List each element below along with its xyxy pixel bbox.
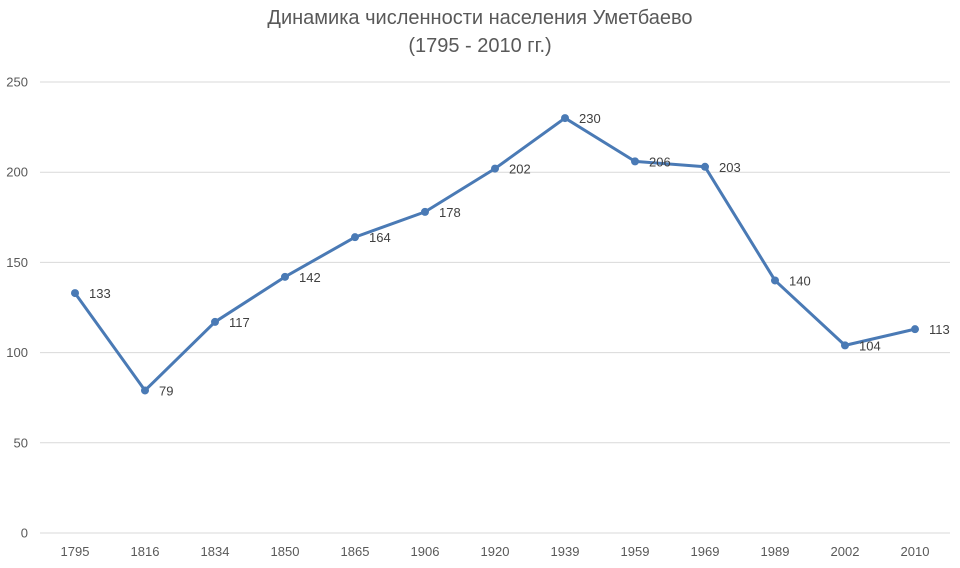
x-tick-label: 1850 — [271, 544, 300, 559]
data-label: 203 — [719, 160, 741, 175]
data-label: 133 — [89, 286, 111, 301]
data-point — [631, 157, 639, 166]
x-tick-label: 2010 — [901, 544, 930, 559]
y-tick-label: 100 — [6, 345, 28, 360]
data-point — [211, 317, 219, 326]
data-point — [71, 289, 79, 298]
x-tick-label: 2002 — [831, 544, 860, 559]
series-line — [73, 116, 916, 392]
chart-subtitle: (1795 - 2010 гг.) — [408, 35, 552, 57]
data-label: 230 — [579, 111, 601, 126]
data-label: 117 — [229, 315, 250, 330]
data-label: 142 — [299, 270, 321, 285]
chart-title: Динамика численности населения Уметбаево — [267, 7, 693, 29]
x-tick-label: 1834 — [201, 544, 230, 559]
x-tick-label: 1795 — [61, 544, 90, 559]
data-point — [701, 162, 709, 171]
x-tick-label: 1920 — [481, 544, 510, 559]
x-axis-ticks: 1795 1816 1834 1850 1865 1906 1920 1939 1959 1969… — [61, 544, 930, 559]
x-tick-label: 1989 — [761, 544, 790, 559]
data-label: 206 — [649, 154, 671, 169]
data-point — [281, 272, 289, 281]
data-point — [141, 386, 149, 395]
data-labels: 133 79 117 142 164 178 202 230 206 203 140 104 113 — [89, 111, 950, 398]
y-tick-label: 0 — [21, 526, 28, 541]
data-label: 140 — [789, 273, 811, 288]
data-label: 79 — [159, 383, 173, 398]
y-axis-ticks: 0 50 100 150 200 250 — [6, 75, 28, 541]
data-point — [911, 325, 919, 334]
x-tick-label: 1959 — [621, 544, 650, 559]
x-tick-label: 1865 — [341, 544, 370, 559]
data-point — [421, 207, 429, 216]
data-label: 178 — [439, 205, 461, 220]
data-point — [841, 341, 849, 350]
x-tick-label: 1906 — [411, 544, 440, 559]
x-tick-label: 1969 — [691, 544, 720, 559]
data-label: 202 — [509, 162, 531, 177]
data-point — [491, 164, 499, 173]
y-tick-label: 200 — [6, 165, 28, 180]
data-point — [351, 233, 359, 242]
x-tick-label: 1816 — [131, 544, 160, 559]
chart-title-block: Динамика численности населения Уметбаево… — [0, 4, 960, 60]
gridlines — [40, 81, 950, 534]
y-tick-label: 50 — [14, 435, 28, 450]
data-label: 104 — [859, 338, 881, 353]
y-tick-label: 150 — [6, 255, 28, 270]
data-label: 113 — [929, 322, 950, 337]
x-tick-label: 1939 — [551, 544, 580, 559]
data-point — [771, 276, 779, 285]
y-tick-label: 250 — [6, 75, 28, 90]
data-point — [561, 114, 569, 123]
series — [71, 114, 919, 395]
data-label: 164 — [369, 230, 391, 245]
